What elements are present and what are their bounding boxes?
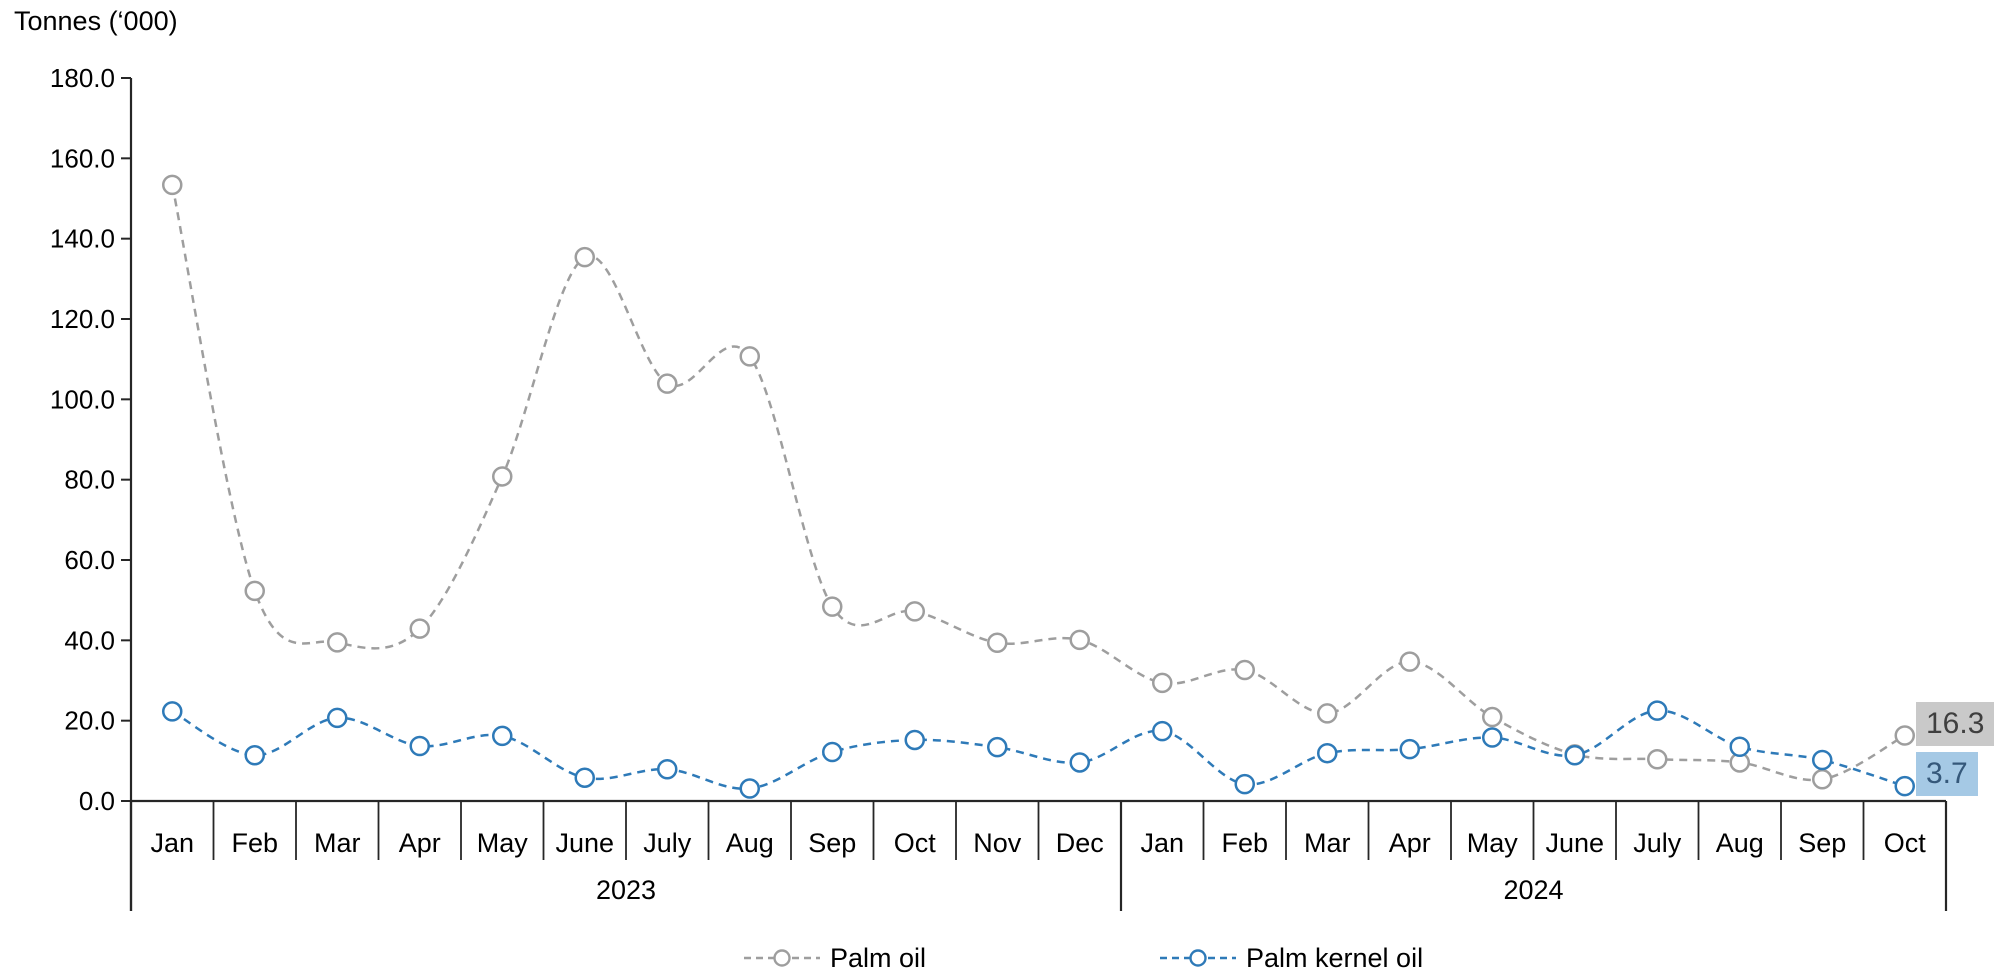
month-label: Oct: [894, 828, 937, 858]
legend-label-palm-kernel-oil: Palm kernel oil: [1246, 942, 1424, 973]
data-point-marker: [739, 346, 760, 367]
data-point-marker: [1234, 659, 1255, 681]
month-label: Apr: [1389, 828, 1431, 858]
y-axis-title: Tonnes (‘000): [14, 6, 178, 36]
data-point-marker: [1069, 752, 1090, 773]
data-point-marker: [574, 246, 595, 268]
data-point-marker: [904, 601, 925, 622]
month-label: Dec: [1056, 828, 1104, 858]
data-point-marker: [1234, 773, 1255, 795]
y-tick-label: 80.0: [64, 465, 115, 495]
data-point-marker: [1729, 736, 1750, 758]
data-point-marker: [1317, 742, 1338, 764]
month-label: May: [477, 828, 529, 858]
data-point-marker: [409, 735, 430, 757]
month-label: July: [1633, 828, 1682, 858]
end-label-palm-kernel-oil: 3.7: [1916, 752, 1978, 796]
data-point-marker: [1069, 629, 1090, 651]
y-axis-ticks: 0.0 20.0 40.0 60.0 80.0 100.0 120.0 140.0 160.0 1…: [50, 63, 131, 816]
data-point-marker: [1399, 651, 1420, 672]
data-point-marker: [162, 701, 183, 722]
data-point-marker: [657, 373, 678, 394]
y-tick-label: 0.0: [79, 786, 115, 816]
data-point-marker: [492, 466, 513, 487]
year-label: 2024: [1503, 875, 1563, 905]
y-tick-label: 100.0: [50, 384, 115, 414]
y-tick-label: 60.0: [64, 545, 115, 575]
month-label: Jan: [1140, 828, 1184, 858]
month-label: Sep: [808, 828, 856, 858]
data-point-marker: [1564, 744, 1585, 766]
y-tick-label: 140.0: [50, 224, 115, 254]
series-palm-oil: [162, 174, 1915, 790]
month-label: July: [643, 828, 692, 858]
axes: [129, 78, 1946, 911]
y-tick-label: 20.0: [64, 706, 115, 736]
data-point-marker: [1152, 672, 1173, 694]
data-point-marker: [1812, 749, 1833, 771]
data-point-marker: [1317, 703, 1338, 724]
series-line: [171, 184, 1906, 782]
month-label: Aug: [726, 828, 774, 858]
month-label: Mar: [1304, 828, 1351, 858]
y-tick-label: 180.0: [50, 63, 115, 93]
data-point-marker: [1647, 700, 1668, 721]
y-tick-label: 160.0: [50, 143, 115, 173]
y-tick-label: 40.0: [64, 625, 115, 655]
month-label: Aug: [1716, 828, 1764, 858]
month-label: May: [1467, 828, 1519, 858]
data-point-marker: [1399, 738, 1420, 760]
data-point-marker: [1647, 748, 1668, 770]
month-label: June: [1545, 828, 1604, 858]
month-label: Feb: [231, 828, 278, 858]
data-point-marker: [244, 580, 265, 602]
data-point-marker: [162, 174, 183, 196]
data-point-marker: [904, 729, 925, 751]
month-label: June: [555, 828, 614, 858]
end-label-palm-oil: 16.3: [1916, 702, 1995, 746]
legend-label-palm-oil: Palm oil: [830, 942, 927, 973]
palm-kernel-oil-line-swatch-icon: [1160, 949, 1236, 967]
data-point-marker: [1812, 769, 1833, 790]
month-label: Feb: [1221, 828, 1268, 858]
month-label: Mar: [314, 828, 361, 858]
legend-item-palm-kernel-oil: Palm kernel oil: [1158, 943, 1423, 973]
palm-oil-line-swatch-icon: [744, 949, 820, 967]
data-point-marker: [1482, 727, 1503, 748]
data-point-marker: [1894, 775, 1915, 797]
data-point-marker: [987, 632, 1008, 653]
month-label: Apr: [399, 828, 441, 858]
series-line: [171, 709, 1906, 791]
data-point-marker: [1152, 720, 1173, 742]
month-label: Oct: [1884, 828, 1927, 858]
year-label: 2023: [596, 875, 656, 905]
x-axis-ticks: Jan Feb Mar Apr May June July Aug Sep Oct Nov Dec Ja…: [129, 801, 1948, 911]
month-label: Sep: [1798, 828, 1846, 858]
legend-item-palm-oil: Palm oil: [742, 943, 926, 973]
month-label: Jan: [150, 828, 194, 858]
data-point-marker: [327, 632, 348, 653]
data-point-marker: [574, 767, 595, 788]
data-point-marker: [822, 741, 843, 763]
data-point-marker: [739, 778, 760, 799]
series-palm-kernel-oil: [162, 700, 1915, 799]
data-point-marker: [657, 759, 678, 780]
data-point-marker: [327, 707, 348, 729]
data-point-marker: [1482, 706, 1503, 728]
data-point-marker: [987, 736, 1008, 758]
data-point-marker: [1894, 725, 1915, 746]
data-point-marker: [409, 618, 430, 639]
data-point-marker: [822, 596, 843, 617]
data-point-marker: [244, 744, 265, 766]
y-tick-label: 120.0: [50, 304, 115, 334]
data-point-marker: [492, 725, 513, 747]
month-label: Nov: [973, 828, 1022, 858]
